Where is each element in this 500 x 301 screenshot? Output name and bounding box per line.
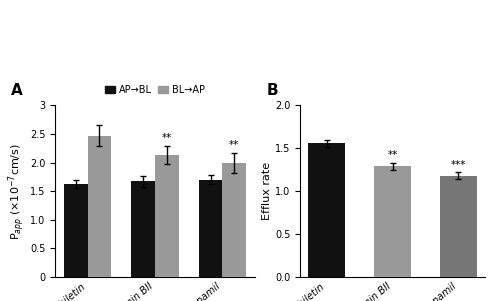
Text: ***: ***	[451, 160, 466, 170]
Text: nobiletin + verapamil: nobiletin + verapamil	[371, 281, 458, 301]
Y-axis label: P$_{app}$ (×10$^{-7}$cm/s): P$_{app}$ (×10$^{-7}$cm/s)	[6, 143, 27, 240]
Bar	[308, 143, 344, 277]
Bar	[155, 155, 178, 277]
Text: nobiletin + anemarsaponin BII: nobiletin + anemarsaponin BII	[272, 281, 392, 301]
Text: nobiletin: nobiletin	[48, 281, 88, 301]
Text: nobiletin + verapamil: nobiletin + verapamil	[134, 281, 222, 301]
Text: **: **	[388, 150, 398, 160]
Bar	[374, 166, 410, 277]
Bar	[132, 182, 155, 277]
Text: nobiletin + anemarsaponin BII: nobiletin + anemarsaponin BII	[34, 281, 155, 301]
Bar	[199, 180, 222, 277]
Bar	[64, 184, 88, 277]
Text: A: A	[11, 83, 23, 98]
Text: **: **	[229, 140, 239, 150]
Legend: AP→BL, BL→AP: AP→BL, BL→AP	[102, 81, 208, 99]
Text: nobiletin: nobiletin	[288, 281, 327, 301]
Y-axis label: Efflux rate: Efflux rate	[262, 162, 272, 220]
Text: **: **	[162, 133, 172, 143]
Bar	[88, 136, 111, 277]
Bar	[222, 163, 246, 277]
Bar	[440, 176, 476, 277]
Text: B: B	[266, 83, 278, 98]
